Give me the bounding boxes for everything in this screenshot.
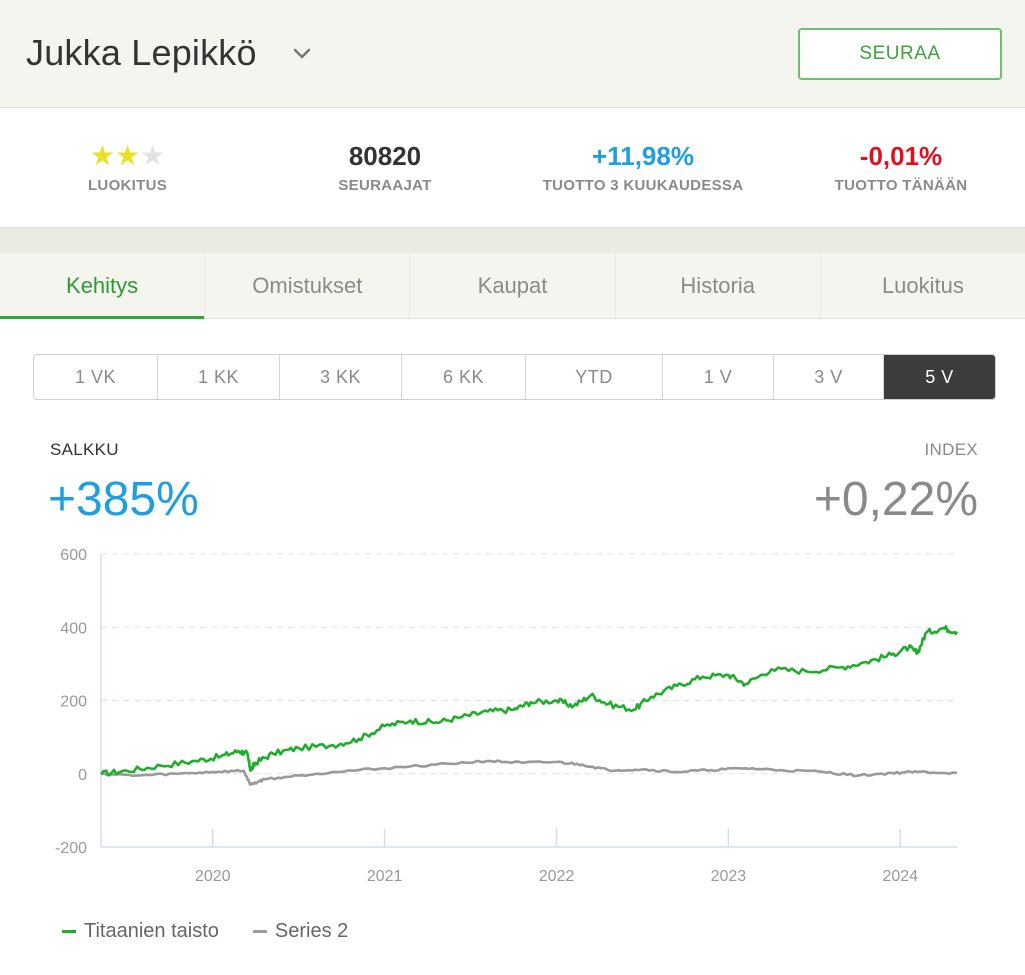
return-3m-value: +11,98% bbox=[592, 141, 694, 171]
time-range-selector: 1 VK 1 KK 3 KK 6 KK YTD 1 V 3 V 5 V bbox=[33, 354, 996, 400]
y-tick-label: 0 bbox=[78, 767, 87, 784]
return-3m-stat: +11,98% TUOTTO 3 KUUKAUDESSA bbox=[515, 139, 771, 194]
tab-kaupat[interactable]: Kaupat bbox=[410, 253, 616, 318]
series-line-series-2 bbox=[101, 759, 958, 786]
x-tick-label: 2022 bbox=[539, 868, 575, 885]
tab-historia[interactable]: Historia bbox=[616, 253, 821, 318]
range-1v-button[interactable]: 1 V bbox=[663, 355, 774, 399]
section-divider bbox=[0, 227, 1025, 253]
x-tick-label: 2021 bbox=[367, 868, 403, 885]
return-today-stat: -0,01% TUOTTO TÄNÄÄN bbox=[810, 139, 992, 194]
tab-luokitus[interactable]: Luokitus bbox=[881, 272, 964, 298]
index-return: +0,22% bbox=[813, 473, 978, 526]
chart-legend: Titaanien taisto Series 2 bbox=[62, 920, 348, 943]
legend-item-series-2[interactable]: Series 2 bbox=[252, 920, 349, 943]
star-icon: ★ bbox=[140, 140, 166, 171]
y-tick-label: -200 bbox=[55, 840, 87, 857]
tab-omistukset[interactable]: Omistukset bbox=[205, 253, 411, 318]
y-tick-label: 400 bbox=[60, 620, 87, 637]
range-5v-button[interactable]: 5 V bbox=[884, 355, 995, 399]
followers-stat: 80820 SEURAAJAT bbox=[300, 139, 470, 194]
portfolio-label: SALKKU bbox=[50, 440, 119, 459]
followers-label: SEURAAJAT bbox=[338, 177, 432, 194]
tab-kehitys[interactable]: Kehitys bbox=[0, 253, 206, 319]
rating-stat: ★ ★ ★ LUOKITUS bbox=[45, 139, 210, 195]
range-1vk-button[interactable]: 1 VK bbox=[34, 355, 158, 399]
x-tick-label: 2023 bbox=[711, 868, 747, 885]
follow-button[interactable]: SEURAA bbox=[798, 28, 1002, 80]
range-ytd-button[interactable]: YTD bbox=[526, 355, 663, 399]
range-3v-button[interactable]: 3 V bbox=[774, 355, 884, 399]
return-3m-label: TUOTTO 3 KUUKAUDESSA bbox=[542, 177, 744, 194]
chevron-down-icon[interactable] bbox=[292, 47, 312, 61]
return-today-value: -0,01% bbox=[859, 141, 943, 171]
followers-value: 80820 bbox=[348, 141, 422, 171]
performance-chart: -200 0 200 400 600 2020 2021 2022 2023 2024 bbox=[55, 547, 959, 885]
star-icon: ★ bbox=[89, 140, 115, 171]
x-tick-label: 2020 bbox=[195, 868, 231, 885]
y-tick-label: 200 bbox=[60, 694, 87, 711]
range-3kk-button[interactable]: 3 KK bbox=[280, 355, 402, 399]
legend-label: Series 2 bbox=[274, 920, 349, 942]
series-line-titaanien-taisto bbox=[100, 625, 959, 777]
profile-header: Jukka Lepikkö SEURAA bbox=[0, 0, 1025, 108]
legend-swatch bbox=[62, 930, 76, 933]
star-icon: ★ bbox=[114, 140, 141, 171]
range-6kk-button[interactable]: 6 KK bbox=[402, 355, 526, 399]
y-tick-label: 600 bbox=[60, 547, 87, 564]
range-1kk-button[interactable]: 1 KK bbox=[158, 355, 280, 399]
legend-swatch bbox=[252, 930, 267, 933]
stats-bar: ★ ★ ★ LUOKITUS 80820 SEURAAJAT +11,98% T… bbox=[0, 109, 1025, 227]
tab-bar: Kehitys Omistukset Kaupat Historia Luoki… bbox=[0, 253, 1025, 319]
profile-name: Jukka Lepikkö bbox=[26, 32, 257, 73]
rating-label: LUOKITUS bbox=[87, 177, 168, 194]
index-label: INDEX bbox=[924, 440, 978, 459]
legend-item-series-1[interactable]: Titaanien taisto bbox=[62, 920, 219, 943]
return-today-label: TUOTTO TÄNÄÄN bbox=[834, 177, 968, 194]
portfolio-return: +385% bbox=[48, 473, 199, 526]
x-tick-label: 2024 bbox=[882, 868, 918, 885]
rating-stars: ★ ★ ★ bbox=[45, 139, 210, 173]
legend-label: Titaanien taisto bbox=[84, 920, 219, 942]
